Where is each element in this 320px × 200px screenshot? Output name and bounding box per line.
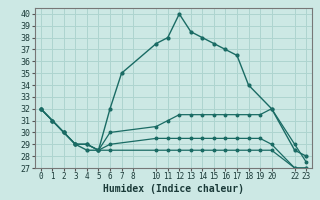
X-axis label: Humidex (Indice chaleur): Humidex (Indice chaleur) (103, 184, 244, 194)
